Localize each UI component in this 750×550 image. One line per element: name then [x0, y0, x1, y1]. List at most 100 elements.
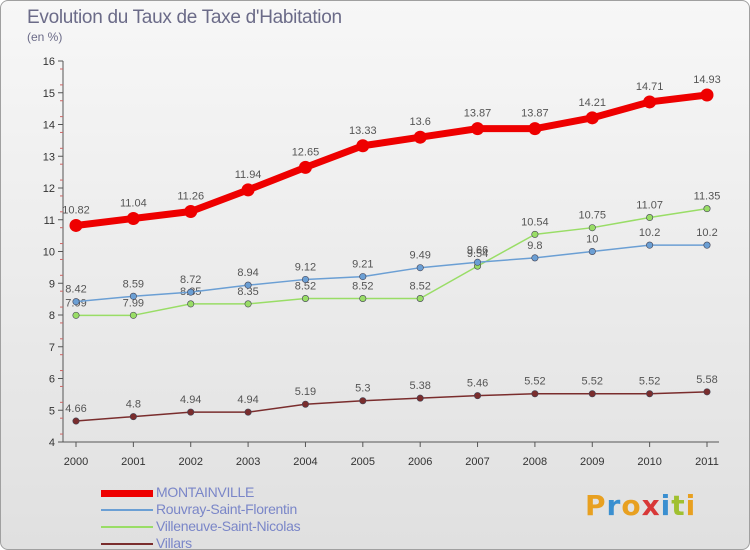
data-point	[474, 258, 482, 266]
logo-letter: t	[671, 489, 686, 522]
data-label: 5.46	[467, 378, 488, 390]
data-label: 10.82	[62, 204, 90, 216]
logo-letter: P	[585, 489, 607, 522]
series-line	[75, 244, 708, 303]
data-label: 5.38	[409, 380, 430, 392]
legend-label: MONTAINVILLE	[156, 484, 255, 500]
data-point	[301, 294, 309, 302]
data-label: 5.52	[524, 376, 545, 388]
series-line	[72, 91, 711, 229]
y-tick-label: 11	[44, 215, 55, 227]
data-label: 11.94	[235, 169, 262, 181]
logo-letter: i	[685, 489, 697, 522]
data-point	[531, 390, 539, 398]
data-point	[72, 311, 80, 319]
x-tick-label: 2002	[178, 456, 202, 468]
y-tick-label: 12	[43, 183, 55, 195]
legend-swatch	[101, 526, 153, 528]
series-line	[75, 207, 708, 317]
data-point	[703, 388, 711, 396]
y-tick-label: 13	[43, 151, 55, 163]
data-point	[126, 211, 140, 225]
data-label: 5.19	[295, 386, 316, 398]
data-label: 11.04	[120, 197, 147, 209]
data-point	[129, 311, 137, 319]
legend-label: Villars	[156, 535, 192, 550]
data-label: 8.72	[180, 274, 201, 286]
chart-title: Evolution du Taux de Taxe d'Habitation	[27, 7, 342, 28]
y-tick-label: 14	[43, 120, 55, 132]
data-point	[646, 241, 654, 249]
logo-letter: i	[660, 489, 672, 522]
y-tick-label: 6	[49, 374, 55, 386]
y-tick-label: 7	[49, 342, 55, 354]
data-label: 10.54	[521, 216, 549, 228]
logo-letter: x	[641, 489, 661, 522]
data-point	[184, 204, 198, 218]
x-tick-label: 2004	[293, 456, 317, 468]
data-point	[359, 273, 367, 281]
data-point	[244, 281, 252, 289]
data-point	[416, 264, 424, 272]
data-label: 10	[586, 234, 598, 246]
data-label: 8.52	[352, 280, 373, 292]
data-point	[528, 122, 542, 136]
data-label: 4.8	[126, 399, 141, 411]
data-label: 5.52	[639, 376, 660, 388]
data-label: 5.3	[355, 383, 370, 395]
y-tick-label: 5	[49, 405, 55, 417]
y-tick-label: 10	[43, 247, 55, 259]
data-label: 13.6	[409, 116, 430, 128]
data-point	[646, 214, 654, 222]
logo-letter: o	[621, 489, 642, 522]
data-point	[588, 224, 596, 232]
y-tick-label: 15	[43, 88, 55, 100]
logo-letter: r	[606, 489, 622, 522]
y-tick-label: 16	[43, 56, 55, 68]
data-point	[416, 394, 424, 402]
data-label: 11.07	[636, 200, 663, 212]
data-label: 14.93	[693, 74, 721, 86]
data-point	[474, 392, 482, 400]
data-label: 8.52	[409, 280, 430, 292]
data-label: 11.35	[694, 191, 721, 203]
data-point	[643, 95, 657, 109]
data-label: 4.94	[180, 394, 201, 406]
data-point	[359, 294, 367, 302]
series-line	[75, 391, 708, 422]
data-label: 9.49	[409, 250, 430, 262]
data-label: 10.2	[696, 227, 717, 239]
data-point	[588, 248, 596, 256]
data-point	[187, 288, 195, 296]
y-tick-label: 9	[49, 278, 55, 290]
x-tick-label: 2010	[637, 456, 661, 468]
x-tick-label: 2008	[523, 456, 547, 468]
data-point	[588, 390, 596, 398]
x-tick-label: 2006	[408, 456, 432, 468]
data-label: 9.12	[295, 261, 316, 273]
data-point	[129, 292, 137, 300]
x-tick-label: 2007	[465, 456, 489, 468]
data-point	[129, 413, 137, 421]
data-point	[244, 408, 252, 416]
data-point	[69, 218, 83, 232]
data-point	[703, 241, 711, 249]
proxiti-logo: Proxiti	[585, 489, 696, 522]
data-point	[72, 298, 80, 306]
data-point	[531, 254, 539, 262]
data-point	[187, 300, 195, 308]
data-label: 9.66	[467, 244, 488, 256]
data-label: 10.2	[639, 227, 660, 239]
data-point	[646, 390, 654, 398]
data-label: 8.35	[237, 286, 258, 298]
x-tick-label: 2009	[580, 456, 604, 468]
x-tick-label: 2001	[121, 456, 145, 468]
legend-swatch	[101, 489, 153, 497]
data-label: 9.21	[352, 259, 373, 271]
data-label: 5.58	[696, 374, 717, 386]
x-tick-label: 2005	[351, 456, 375, 468]
data-label: 5.52	[582, 376, 603, 388]
data-point	[72, 417, 80, 425]
